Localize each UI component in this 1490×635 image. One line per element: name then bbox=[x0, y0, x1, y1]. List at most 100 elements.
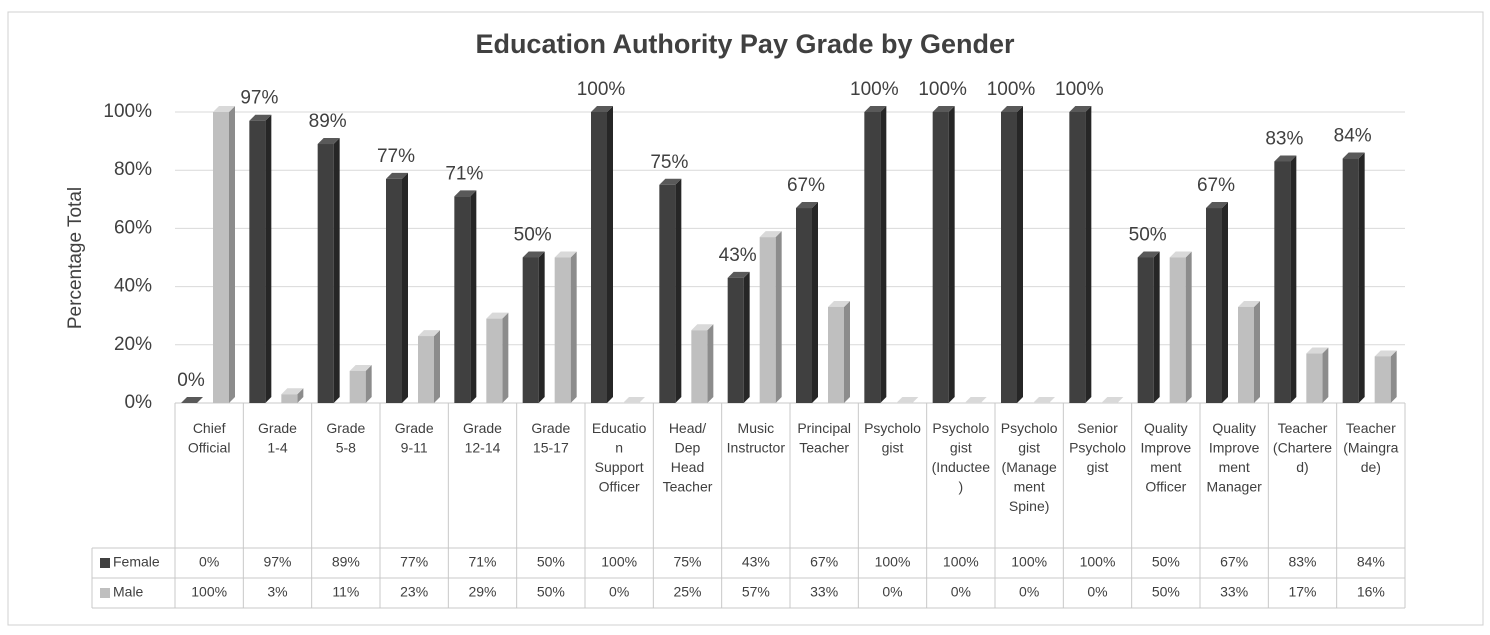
bar-top bbox=[1374, 350, 1397, 357]
table-cell: 17% bbox=[1288, 584, 1316, 600]
bar-top bbox=[828, 300, 850, 307]
data-label: 77% bbox=[377, 146, 415, 167]
x-tick-line: Teacher bbox=[799, 439, 849, 455]
legend-label: Male bbox=[113, 584, 144, 600]
x-tick-line: Official bbox=[188, 439, 231, 455]
bar bbox=[454, 196, 471, 403]
x-tick-label: Chief Official bbox=[188, 420, 231, 456]
x-tick-label: Psycholo gist (Manage ment Spine) bbox=[1001, 420, 1058, 514]
table-cell: 25% bbox=[673, 584, 701, 600]
table-cell: 0% bbox=[1019, 584, 1039, 600]
x-tick-label: Teacher (Chartere d) bbox=[1273, 420, 1332, 475]
bar-side bbox=[775, 231, 782, 403]
data-label: 100% bbox=[987, 79, 1036, 100]
x-tick-line: Grade bbox=[326, 420, 365, 436]
table-cell: 16% bbox=[1357, 584, 1385, 600]
x-tick-label: Quality Improve ment Manager bbox=[1207, 420, 1263, 495]
y-axis-title: Percentage Total bbox=[65, 187, 86, 329]
x-tick-line: Improve bbox=[1141, 439, 1192, 455]
x-tick-label: Grade 5-8 bbox=[326, 420, 365, 456]
data-label: 71% bbox=[445, 163, 483, 184]
data-label: 50% bbox=[1129, 225, 1167, 246]
table-cell: 67% bbox=[810, 554, 838, 570]
bar-side bbox=[1390, 350, 1397, 403]
table-cell: 100% bbox=[943, 554, 979, 570]
y-tick-label: 20% bbox=[114, 334, 152, 355]
x-tick-line: d) bbox=[1296, 459, 1308, 475]
bar-side bbox=[1322, 347, 1329, 403]
y-tick-label: 60% bbox=[114, 217, 152, 238]
y-tick-label: 80% bbox=[114, 159, 152, 180]
x-tick-label: Teacher (Maingra de) bbox=[1343, 420, 1398, 475]
bar bbox=[486, 318, 503, 403]
bar bbox=[864, 112, 881, 403]
bar-top bbox=[554, 251, 577, 258]
x-tick-line: gist bbox=[950, 439, 972, 455]
x-tick-line: Music bbox=[738, 420, 775, 436]
bar bbox=[828, 306, 844, 403]
bar-side bbox=[402, 172, 408, 403]
bar bbox=[522, 257, 539, 403]
bar bbox=[796, 208, 812, 403]
table-cell: 100% bbox=[601, 554, 637, 570]
x-tick-line: Head bbox=[671, 459, 704, 475]
bar-top bbox=[486, 312, 509, 319]
y-tick-label: 100% bbox=[103, 101, 152, 122]
bar-top bbox=[691, 324, 714, 331]
x-tick-line: Senior bbox=[1077, 420, 1118, 436]
data-label: 100% bbox=[577, 79, 626, 100]
x-tick-line: ment bbox=[1014, 478, 1045, 494]
bar-top bbox=[1001, 106, 1023, 112]
bar-top bbox=[181, 397, 203, 403]
bar-top bbox=[623, 397, 645, 403]
bar-side bbox=[1017, 106, 1023, 403]
table-cell: 67% bbox=[1220, 554, 1248, 570]
bar-top bbox=[932, 106, 955, 112]
bar bbox=[418, 336, 434, 403]
bar-top bbox=[349, 364, 372, 371]
bar bbox=[659, 184, 676, 403]
data-label: 67% bbox=[787, 175, 825, 196]
x-tick-label: Grade 12-14 bbox=[463, 420, 502, 456]
bar bbox=[591, 112, 607, 403]
x-tick-line: ) bbox=[958, 478, 963, 494]
data-label: 75% bbox=[650, 152, 688, 173]
bar-top bbox=[317, 138, 340, 145]
x-tick-label: Psycholo gist (Inductee) bbox=[932, 420, 991, 495]
x-tick-line: Teacher bbox=[663, 478, 713, 494]
bar-side bbox=[743, 271, 750, 403]
bar-side bbox=[707, 324, 714, 403]
table-cell: 0% bbox=[199, 554, 219, 570]
bar-side bbox=[1185, 251, 1192, 403]
table-cell: 100% bbox=[191, 584, 227, 600]
bar-side bbox=[844, 300, 850, 403]
bar-side bbox=[1254, 300, 1260, 403]
bar bbox=[281, 394, 298, 403]
x-tick-line: 15-17 bbox=[533, 439, 569, 455]
data-label: 97% bbox=[240, 88, 278, 109]
bar bbox=[386, 178, 402, 403]
bar bbox=[349, 370, 366, 403]
table-cell: 3% bbox=[267, 584, 287, 600]
bar bbox=[1137, 257, 1154, 403]
chart-title: Education Authority Pay Grade by Gender bbox=[475, 29, 1015, 59]
bar-top bbox=[727, 271, 750, 278]
bar-top bbox=[418, 330, 440, 337]
data-label: 83% bbox=[1265, 128, 1303, 149]
legend-key bbox=[100, 588, 110, 598]
x-tick-line: (Chartere bbox=[1273, 439, 1332, 455]
bar-top bbox=[1069, 106, 1092, 112]
bar-side bbox=[1085, 106, 1092, 403]
bar-side bbox=[1358, 152, 1365, 403]
legend-key bbox=[100, 558, 110, 568]
data-label: 84% bbox=[1334, 126, 1372, 147]
bar-side bbox=[538, 251, 545, 403]
data-label: 100% bbox=[1055, 79, 1104, 100]
bar-side bbox=[570, 251, 577, 403]
x-tick-line: Officer bbox=[599, 478, 640, 494]
bar-top bbox=[964, 397, 987, 403]
x-tick-line: Principal bbox=[797, 420, 851, 436]
x-tick-label: Educatio n Support Officer bbox=[592, 420, 647, 495]
bar bbox=[759, 237, 776, 403]
